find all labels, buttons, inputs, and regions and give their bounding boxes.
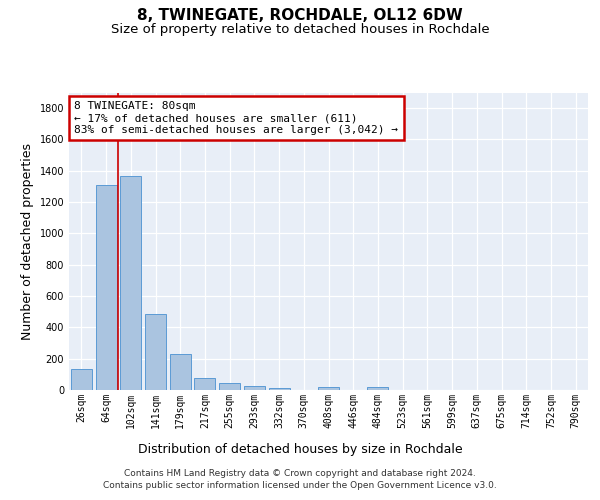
Bar: [95, 185, 116, 390]
Text: Contains public sector information licensed under the Open Government Licence v3: Contains public sector information licen…: [103, 481, 497, 490]
Text: Distribution of detached houses by size in Rochdale: Distribution of detached houses by size …: [137, 442, 463, 456]
Bar: [244, 386, 265, 390]
Bar: [120, 176, 141, 390]
Bar: [318, 386, 339, 390]
Y-axis label: Number of detached properties: Number of detached properties: [21, 143, 34, 340]
Bar: [71, 368, 92, 390]
Text: Contains HM Land Registry data © Crown copyright and database right 2024.: Contains HM Land Registry data © Crown c…: [124, 469, 476, 478]
Bar: [145, 314, 166, 390]
Text: 8, TWINEGATE, ROCHDALE, OL12 6DW: 8, TWINEGATE, ROCHDALE, OL12 6DW: [137, 8, 463, 22]
Bar: [194, 378, 215, 390]
Bar: [367, 387, 388, 390]
Text: 8 TWINEGATE: 80sqm
← 17% of detached houses are smaller (611)
83% of semi-detach: 8 TWINEGATE: 80sqm ← 17% of detached hou…: [74, 102, 398, 134]
Bar: [219, 383, 240, 390]
Text: Size of property relative to detached houses in Rochdale: Size of property relative to detached ho…: [110, 22, 490, 36]
Bar: [269, 388, 290, 390]
Bar: [170, 354, 191, 390]
